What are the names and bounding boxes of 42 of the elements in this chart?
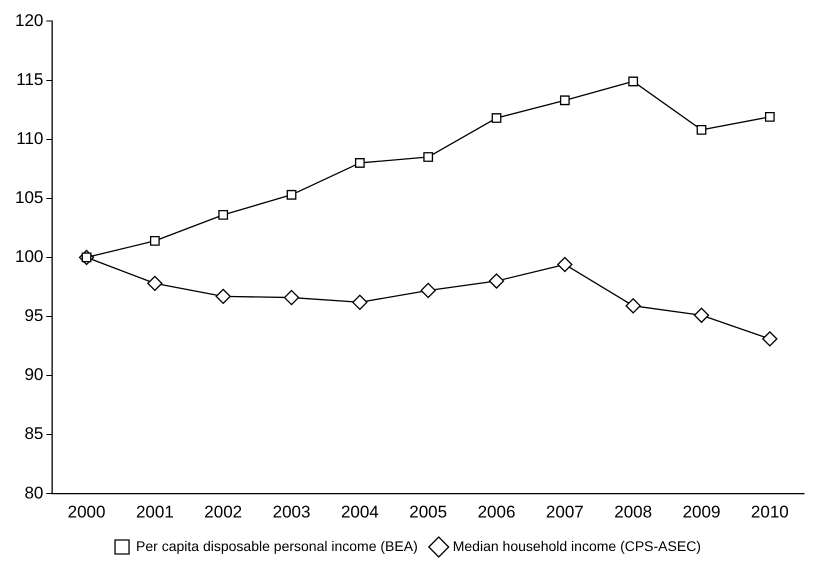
y-tick-label: 120: [14, 10, 44, 30]
y-tick-label: 110: [16, 128, 44, 148]
x-tick-label: 2003: [272, 502, 310, 522]
x-tick-label: 2007: [546, 502, 584, 522]
x-tick-label: 2002: [204, 502, 242, 522]
x-tick-label: 2006: [478, 502, 516, 522]
point: [352, 294, 368, 310]
y-tick-label: 90: [24, 365, 44, 384]
point: [628, 76, 638, 86]
point: [286, 190, 296, 200]
point: [492, 113, 502, 123]
x-tick-label: 2001: [136, 502, 174, 522]
x-tick-label: 2009: [682, 502, 720, 522]
point: [488, 273, 504, 289]
point: [150, 236, 160, 246]
point: [420, 282, 436, 298]
point: [147, 276, 163, 292]
legend-label: Median household income (CPS-ASEC): [452, 538, 701, 554]
point: [626, 298, 641, 314]
y-tick-label: 105: [14, 188, 44, 208]
point: [557, 256, 572, 272]
point: [696, 124, 706, 135]
point: [762, 331, 778, 347]
y-tick-label: 115: [16, 70, 44, 89]
point: [218, 210, 228, 220]
x-tick-label: 2000: [68, 502, 106, 522]
y-tick-label: 85: [24, 424, 44, 444]
y-tick-label: 95: [24, 306, 44, 326]
x-tick-label: 2004: [340, 502, 379, 522]
point: [284, 290, 300, 306]
point: [354, 158, 365, 168]
legend-label: Per capita disposable personal income (BEA): [136, 538, 418, 554]
y-tick-label: 100: [14, 247, 44, 266]
x-tick-label: 2010: [750, 502, 789, 522]
point: [216, 288, 231, 304]
x-tick-label: 2008: [614, 502, 652, 522]
x-tick-label: 2005: [409, 502, 448, 522]
point: [560, 95, 570, 106]
point: [764, 112, 775, 122]
point: [423, 152, 434, 162]
y-tick-label: 80: [24, 483, 44, 502]
point: [694, 308, 710, 323]
